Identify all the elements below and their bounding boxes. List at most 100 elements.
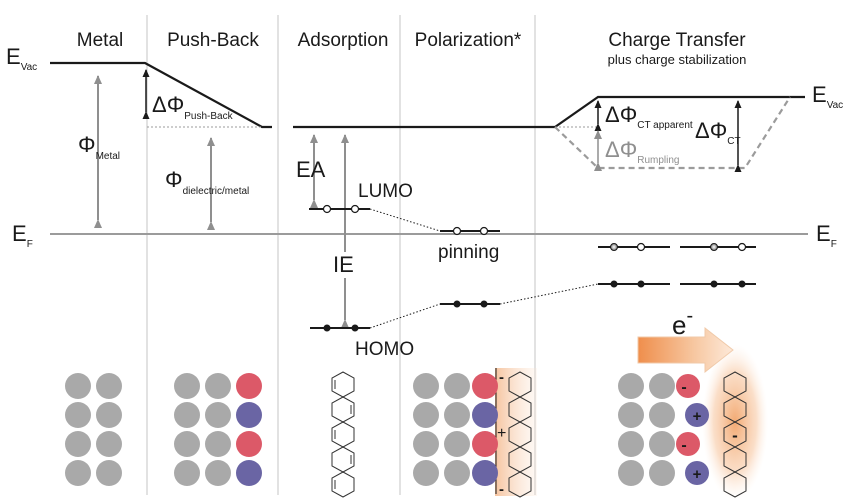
negative-surface-atom xyxy=(676,374,700,398)
homo-levels xyxy=(310,280,756,332)
lumo-empty-state xyxy=(322,204,332,214)
lumo-partially-filled-state xyxy=(710,243,718,251)
positive-atom xyxy=(236,431,262,457)
lumo-empty-state xyxy=(350,204,360,214)
metal-atom xyxy=(413,402,439,428)
molecule-ring xyxy=(723,471,747,498)
rumpling-dashed-trough xyxy=(554,96,791,170)
lumo-empty-state xyxy=(452,226,462,236)
polarization-minus-bottom: - xyxy=(499,481,504,498)
evac-left-label: EVac xyxy=(6,44,37,73)
homo-filled-state xyxy=(453,300,461,308)
electron-label: e- xyxy=(672,305,693,340)
phi-dielectric-label: Φdielectric/metal xyxy=(165,167,249,197)
negative-surface-atom xyxy=(676,432,700,456)
dphi-ct-apparent-label: ΔΦCT apparent xyxy=(605,102,693,131)
metal-lattice xyxy=(65,373,122,486)
metal-atom xyxy=(649,373,675,399)
charge-transfer-lattice: - + - + - xyxy=(618,344,768,500)
metal-atom xyxy=(444,431,470,457)
metal-atom xyxy=(649,431,675,457)
metal-atom xyxy=(96,373,122,399)
negative-atom xyxy=(472,460,498,486)
homo-label: HOMO xyxy=(355,339,414,360)
adsorbed-molecule xyxy=(331,371,355,498)
metal-atom xyxy=(444,460,470,486)
lumo-levels: pinning xyxy=(309,204,756,263)
negative-atom xyxy=(236,402,262,428)
lumo-empty-state xyxy=(479,226,489,236)
ct-plus-charge: + xyxy=(693,466,702,483)
metal-atom xyxy=(413,460,439,486)
polarization-lattice: - + - xyxy=(413,368,537,498)
metal-atom xyxy=(444,402,470,428)
homo-filled-state xyxy=(480,300,488,308)
dphi-rumpling-label: ΔΦRumpling xyxy=(605,137,680,166)
metal-atom xyxy=(96,460,122,486)
lumo-label: LUMO xyxy=(358,181,413,202)
metal-atom xyxy=(65,402,91,428)
negative-atom xyxy=(236,460,262,486)
pushback-lattice xyxy=(174,373,262,486)
header-metal: Metal xyxy=(77,30,123,51)
positive-surface-atom xyxy=(685,461,709,485)
ef-left-label: EF xyxy=(12,221,33,250)
homo-filled-state xyxy=(610,280,618,288)
metal-atom xyxy=(649,460,675,486)
positive-atom xyxy=(236,373,262,399)
polarized-molecule xyxy=(508,371,532,498)
homo-filled-state xyxy=(710,280,718,288)
metal-atom xyxy=(174,373,200,399)
evac-right-label: EVac xyxy=(812,82,843,111)
charged-molecule xyxy=(723,371,747,498)
header-polarization: Polarization* xyxy=(415,30,522,51)
phi-metal-label: ΦMetal xyxy=(78,132,120,162)
header-adsorption: Adsorption xyxy=(298,30,389,51)
homo-connector-2 xyxy=(499,283,599,305)
metal-atom xyxy=(205,460,231,486)
molecule-ring xyxy=(331,471,355,498)
metal-atom xyxy=(205,431,231,457)
ie-label: IE xyxy=(333,252,354,277)
atom-lattices: - + - - + - + xyxy=(65,344,768,500)
ie-label-backdrop xyxy=(330,252,362,278)
header-charge-transfer: Charge Transfer xyxy=(608,30,746,51)
metal-atom xyxy=(205,373,231,399)
metal-atom xyxy=(96,431,122,457)
vacuum-level-organic-line xyxy=(293,95,805,129)
metal-atom xyxy=(618,373,644,399)
ef-right-label: EF xyxy=(816,221,837,250)
dphi-pushback-label: ΔΦPush-Back xyxy=(152,92,234,122)
ct-minus-charge: - xyxy=(681,437,686,454)
ea-label: EA xyxy=(296,157,326,182)
negative-atom xyxy=(472,402,498,428)
metal-atom xyxy=(618,402,644,428)
homo-filled-state xyxy=(637,280,645,288)
molecule-ring xyxy=(508,471,532,498)
metal-atom xyxy=(174,431,200,457)
ct-minus-charge: - xyxy=(681,379,686,396)
metal-atom xyxy=(65,373,91,399)
metal-atom xyxy=(65,431,91,457)
pinning-label: pinning xyxy=(438,242,499,263)
metal-atom xyxy=(444,373,470,399)
header-push-back: Push-Back xyxy=(167,30,259,51)
metal-atom xyxy=(618,460,644,486)
homo-connector-1 xyxy=(369,303,441,329)
molecule-minus-charge: - xyxy=(732,426,738,445)
dphi-ct-label: ΔΦCT xyxy=(695,118,741,147)
polarization-plus: + xyxy=(497,425,506,442)
metal-atom xyxy=(413,431,439,457)
lumo-empty-state xyxy=(636,242,646,252)
metal-atom xyxy=(618,431,644,457)
metal-atom xyxy=(649,402,675,428)
column-headers: Metal Push-Back Adsorption Polarization*… xyxy=(77,30,747,67)
metal-atom xyxy=(174,402,200,428)
homo-filled-state xyxy=(323,324,331,332)
lumo-pinning-connector xyxy=(369,208,441,232)
header-charge-transfer-sub: plus charge stabilization xyxy=(608,52,747,67)
homo-filled-state xyxy=(738,280,746,288)
metal-atom xyxy=(413,373,439,399)
polarization-minus-top: - xyxy=(499,369,504,386)
